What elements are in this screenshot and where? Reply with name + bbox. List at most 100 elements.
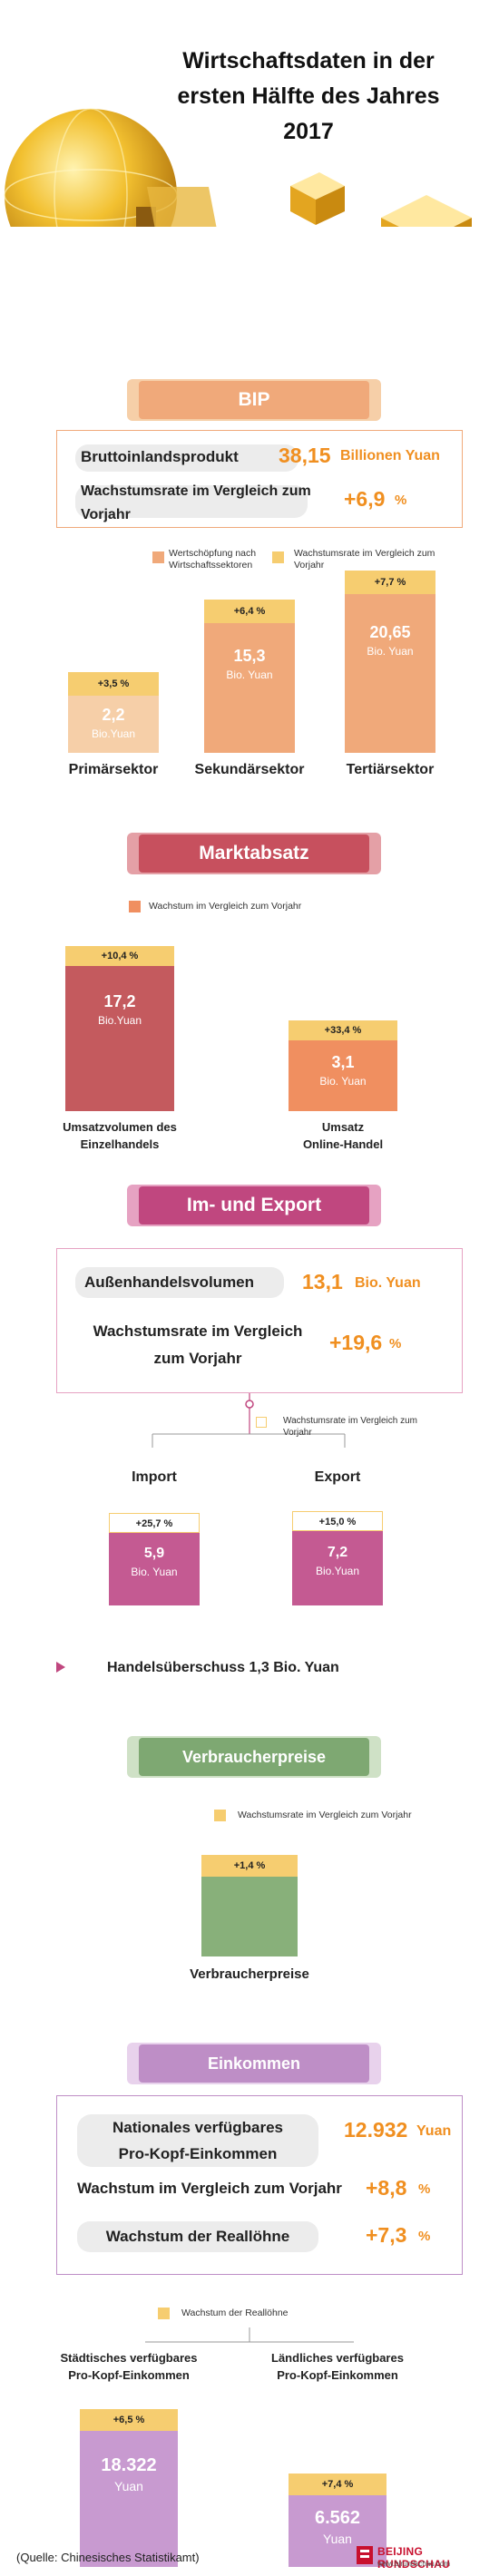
bar-growth-cap: +10,4 % bbox=[65, 946, 174, 966]
markt-heading: Marktabsatz bbox=[139, 834, 369, 873]
eink-heading: Einkommen bbox=[139, 2044, 369, 2083]
export-growth-label: Wachstumsrate im Vergleich zum Vorjahr bbox=[93, 1322, 303, 1367]
chart-eink: Städtisches verfügbares Pro-Kopf-Einkomme… bbox=[0, 2349, 499, 2567]
bar-value-label: 6.562 bbox=[314, 2507, 361, 2528]
bar-value: 18.322 Yuan bbox=[80, 2431, 178, 2567]
export-volume-value: 13,1 bbox=[302, 1270, 343, 1293]
category-label: Verbraucherpreise bbox=[190, 1966, 309, 1982]
chart-vpi: +1,4 % Verbraucherpreise bbox=[0, 1841, 499, 1995]
category-label-line: Primärsektor bbox=[68, 762, 159, 777]
globe-illustration bbox=[4, 108, 217, 227]
legend-swatch-export bbox=[256, 1417, 267, 1428]
bar-value-label: 5,9 bbox=[143, 1546, 165, 1562]
trade-surplus: Handelsüberschuss 1,3 Bio. Yuan bbox=[107, 1660, 339, 1675]
bar-unit-label: Yuan bbox=[114, 2479, 143, 2493]
bar-growth-label: +33,4 % bbox=[324, 1024, 362, 1036]
bar-growth-cap: +1,4 % bbox=[201, 1855, 298, 1877]
bar-unit-label: Bio.Yuan bbox=[97, 1013, 142, 1027]
legend-swatch-growth bbox=[272, 551, 284, 563]
bar-growth-label: +6,4 % bbox=[233, 606, 266, 618]
bar-growth-cap: +7,4 % bbox=[289, 2473, 386, 2495]
chart-markt: +10,4 % 17,2 Bio.Yuan Umsatzvolumen des Einz… bbox=[0, 925, 499, 1188]
export-label: Export bbox=[314, 1469, 361, 1485]
export-growth-value: +19,6 bbox=[329, 1331, 383, 1354]
eink-growth-label: Wachstum im Vergleich zum Vorjahr bbox=[77, 2180, 342, 2197]
bip-gdp-pill bbox=[75, 444, 298, 472]
legend-swatch-markt bbox=[129, 901, 141, 912]
bip-growth-label: Wachstumsrate im Vergleich zum Vorjahr bbox=[81, 483, 311, 522]
bar-growth-cap: +6,4 % bbox=[204, 600, 295, 624]
bar-growth-label: +7,4 % bbox=[321, 2478, 354, 2490]
export-tree-connector bbox=[152, 1393, 346, 1448]
cube-illustration-small bbox=[290, 172, 345, 225]
bip-growth-unit: % bbox=[395, 493, 407, 508]
bar-value-label: 2,2 bbox=[102, 706, 125, 725]
bar-value-label: 17,2 bbox=[103, 991, 136, 1010]
category-label: Ländliches verfügbares Pro-Kopf-Einkommen bbox=[243, 2349, 432, 2384]
logo-icon bbox=[357, 2546, 373, 2564]
bar-growth-cap: +25,7 % bbox=[109, 1512, 200, 1533]
category-label-line: Einzelhandels bbox=[80, 1137, 160, 1151]
bar-growth-label: +3,5 % bbox=[97, 678, 130, 689]
legend-export: Wachstumsrate im Vergleich zum Vorjahr bbox=[283, 1416, 418, 1438]
category-label-line: Sekundärsektor bbox=[194, 762, 305, 777]
logo-text: BEIJING RUNDSCHAU bbox=[377, 2545, 451, 2571]
bar-growth-label: +6,5 % bbox=[113, 2415, 145, 2425]
category-label-line: Umsatzvolumen des bbox=[63, 1120, 177, 1134]
bip-gdp-value: 38,15 bbox=[279, 444, 331, 467]
eink-real-value: +7,3 bbox=[366, 2223, 407, 2247]
category-label-line: Online-Handel bbox=[302, 1137, 384, 1151]
bar-value-label: 7,2 bbox=[327, 1544, 348, 1560]
source-note: (Quelle: Chinesisches Statistikamt) bbox=[16, 2551, 200, 2564]
import-label: Import bbox=[132, 1469, 177, 1485]
bar-growth-label: +25,7 % bbox=[135, 1517, 173, 1529]
bip-summary-box: Bruttoinlandsprodukt 38,15 Billionen Yua… bbox=[56, 430, 463, 528]
category-label-line: Städtisches verfügbares bbox=[60, 2351, 198, 2365]
bar-value: 7,2 Bio.Yuan bbox=[292, 1531, 383, 1605]
category-label-line: Tertiärsektor bbox=[346, 762, 435, 777]
bar-growth-label: +10,4 % bbox=[101, 951, 139, 961]
export-summary-box: Außenhandelsvolumen 13,1 Bio. Yuan Wachs… bbox=[56, 1248, 463, 1393]
export-heading: Im- und Export bbox=[139, 1186, 369, 1225]
export-growth-unit: % bbox=[389, 1336, 402, 1351]
category-label-line: Pro-Kopf-Einkommen bbox=[68, 2368, 190, 2382]
eink-real-unit: % bbox=[418, 2229, 431, 2244]
legend-vpi: Wachstumsrate im Vergleich zum Vorjahr bbox=[238, 1810, 412, 1820]
category-label-line: Pro-Kopf-Einkommen bbox=[277, 2368, 398, 2382]
triangle-bullet-icon bbox=[56, 1662, 65, 1673]
beijing-rundschau-logo: BEIJING RUNDSCHAU www.bjrundschau.com bbox=[356, 2542, 492, 2572]
bar-unit-label: Bio.Yuan bbox=[315, 1564, 360, 1577]
bar-value-label: 15,3 bbox=[233, 647, 266, 666]
legend-swatch-vpi bbox=[214, 1810, 226, 1821]
eink-growth-value: +8,8 bbox=[366, 2176, 407, 2200]
vpi-heading: Verbraucherpreise bbox=[139, 1738, 369, 1776]
category-label: Umsatzvolumen des Einzelhandels bbox=[29, 1118, 210, 1153]
bar-growth-label: +1,4 % bbox=[233, 1860, 266, 1871]
bar-unit-label: Yuan bbox=[323, 2531, 352, 2546]
bip-gdp-unit: Billionen Yuan bbox=[340, 448, 440, 463]
bar-unit-label: Bio. Yuan bbox=[367, 644, 414, 658]
bar-growth-cap: +33,4 % bbox=[289, 1020, 397, 1040]
bar-value: 17,2 Bio.Yuan bbox=[65, 966, 174, 1111]
chart-bip-sectors: +3,5 % 2,2 Bio.Yuan Primärsektor +6,4 % 15,3 B… bbox=[0, 571, 499, 789]
legend-markt: Wachstum im Vergleich zum Vorjahr bbox=[149, 901, 302, 912]
bar-growth-cap: +7,7 % bbox=[345, 571, 435, 594]
bip-heading: BIP bbox=[139, 381, 369, 419]
category-label: Tertiärsektor bbox=[308, 760, 472, 780]
legend-swatch-eink bbox=[158, 2308, 170, 2319]
bar-growth-cap: +6,5 % bbox=[80, 2409, 178, 2431]
bar-growth-label: +7,7 % bbox=[374, 577, 406, 588]
bar-unit-label: Bio. Yuan bbox=[131, 1566, 178, 1579]
bip-growth-pill bbox=[75, 485, 308, 518]
category-label-line: Umsatz bbox=[321, 1120, 365, 1134]
bar-value: 2,2 Bio.Yuan bbox=[68, 695, 159, 753]
export-volume-label: Außenhandelsvolumen bbox=[84, 1273, 255, 1291]
legend-eink: Wachstum der Reallöhne bbox=[181, 2308, 289, 2318]
category-label: Sekundärsektor bbox=[168, 760, 331, 780]
export-volume-pill bbox=[75, 1267, 284, 1298]
eink-tree-connector bbox=[145, 2327, 354, 2343]
bar-value: 5,9 Bio. Yuan bbox=[109, 1532, 200, 1605]
category-label: Städtisches verfügbares Pro-Kopf-Einkomme… bbox=[34, 2349, 223, 2384]
eink-national-value: 12.932 bbox=[344, 2118, 408, 2142]
category-label-line: Ländliches verfügbares bbox=[271, 2351, 404, 2365]
